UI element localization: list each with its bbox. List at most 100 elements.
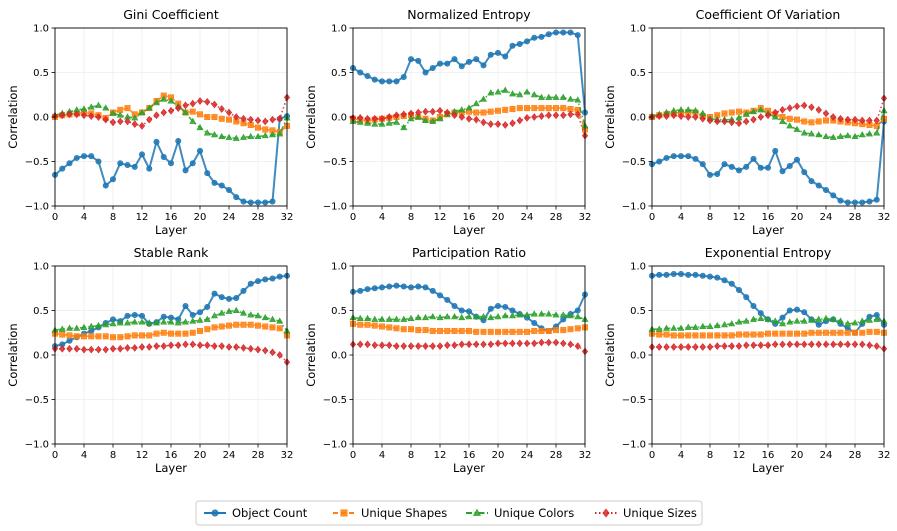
data-point: [750, 315, 757, 322]
data-point: [88, 327, 95, 334]
legend-label-unique-sizes: Unique Sizes: [623, 506, 697, 520]
data-point: [472, 99, 480, 107]
series-object-count: [648, 118, 887, 206]
data-point: [451, 341, 458, 350]
data-point: [131, 344, 138, 352]
data-point: [371, 76, 378, 83]
data-point: [480, 328, 487, 335]
data-point: [138, 318, 146, 325]
y-axis-label: Correlation: [6, 323, 20, 386]
data-point: [859, 340, 866, 349]
data-point: [851, 340, 859, 349]
data-point: [670, 324, 678, 331]
data-point: [116, 319, 124, 326]
data-point: [356, 314, 364, 321]
data-point: [728, 118, 735, 127]
data-point: [167, 341, 175, 350]
data-point: [458, 63, 465, 70]
data-point: [167, 97, 175, 104]
data-point: [458, 313, 466, 321]
data-point: [801, 169, 808, 176]
data-point: [102, 345, 109, 354]
data-point: [677, 153, 684, 160]
data-point: [102, 104, 110, 111]
x-tick-label: 8: [110, 450, 116, 461]
y-tick-label: 1.0: [331, 262, 347, 273]
data-point: [218, 323, 225, 330]
data-point: [262, 117, 269, 126]
x-tick-label: 28: [550, 450, 563, 461]
data-point: [429, 287, 436, 294]
data-point: [59, 331, 66, 338]
data-point: [771, 113, 779, 120]
data-point: [465, 114, 473, 123]
legend-frame: [195, 500, 703, 526]
data-point: [225, 343, 233, 351]
data-point: [102, 115, 109, 124]
data-point: [175, 138, 182, 145]
data-point: [699, 322, 707, 329]
legend-marker-shape: [602, 508, 610, 518]
data-point: [685, 343, 692, 351]
x-tick-label: 8: [707, 450, 713, 461]
data-point: [815, 182, 822, 189]
data-point: [509, 328, 516, 335]
data-point: [160, 318, 168, 325]
data-point: [255, 124, 262, 131]
data-point: [189, 99, 196, 108]
y-tick-label: 1.0: [630, 24, 646, 35]
data-point: [204, 98, 211, 106]
data-point: [509, 90, 516, 97]
data-point: [415, 283, 422, 290]
data-point: [743, 294, 750, 301]
data-point: [415, 342, 422, 350]
data-point: [567, 326, 574, 333]
data-point: [197, 147, 204, 154]
data-point: [400, 315, 408, 322]
data-point: [793, 306, 800, 313]
data-point: [124, 319, 131, 326]
data-point: [58, 325, 66, 332]
x-tick-label: 8: [408, 212, 414, 223]
data-point: [815, 315, 823, 322]
x-tick-label: 4: [379, 450, 385, 461]
data-point: [211, 114, 218, 121]
data-point: [407, 326, 414, 333]
x-tick-label: 12: [434, 450, 447, 461]
data-point: [844, 320, 852, 327]
data-point: [422, 327, 429, 334]
data-point: [750, 341, 757, 350]
data-point: [743, 117, 750, 126]
data-point: [552, 29, 559, 36]
data-point: [371, 315, 379, 322]
data-point: [59, 111, 66, 120]
x-tick-label: 24: [223, 450, 236, 461]
data-point: [837, 329, 844, 336]
data-point: [465, 58, 472, 65]
data-point: [793, 330, 800, 337]
data-point: [81, 333, 88, 340]
data-point: [692, 271, 699, 278]
data-point: [160, 108, 167, 117]
data-point: [750, 115, 757, 124]
data-point: [750, 107, 757, 115]
data-point: [801, 340, 808, 349]
data-point: [743, 163, 750, 170]
data-point: [480, 95, 487, 102]
data-point: [523, 88, 531, 95]
data-point: [247, 199, 254, 206]
data-point: [837, 317, 844, 324]
data-point: [779, 320, 786, 327]
data-point: [721, 110, 728, 117]
data-point: [95, 158, 102, 165]
data-point: [560, 111, 567, 120]
data-point: [663, 343, 670, 351]
data-point: [189, 160, 196, 167]
y-axis-label: Correlation: [603, 323, 617, 386]
data-point: [545, 327, 552, 334]
data-point: [480, 62, 487, 69]
data-point: [196, 97, 204, 105]
data-point: [204, 303, 211, 310]
data-point: [197, 111, 204, 118]
data-point: [226, 186, 233, 193]
